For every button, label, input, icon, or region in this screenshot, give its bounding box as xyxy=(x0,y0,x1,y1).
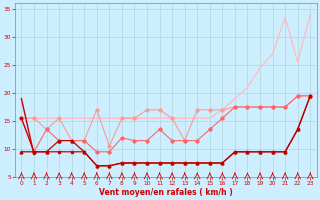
X-axis label: Vent moyen/en rafales ( km/h ): Vent moyen/en rafales ( km/h ) xyxy=(99,188,233,197)
